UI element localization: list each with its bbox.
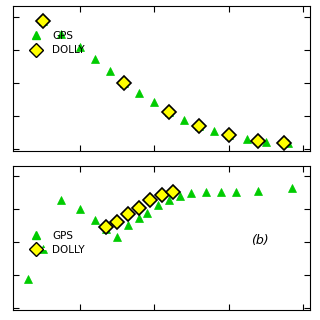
Legend: GPS, DOLLY: GPS, DOLLY — [24, 229, 87, 257]
Text: (b): (b) — [251, 235, 268, 247]
Legend: GPS, DOLLY: GPS, DOLLY — [24, 29, 87, 57]
